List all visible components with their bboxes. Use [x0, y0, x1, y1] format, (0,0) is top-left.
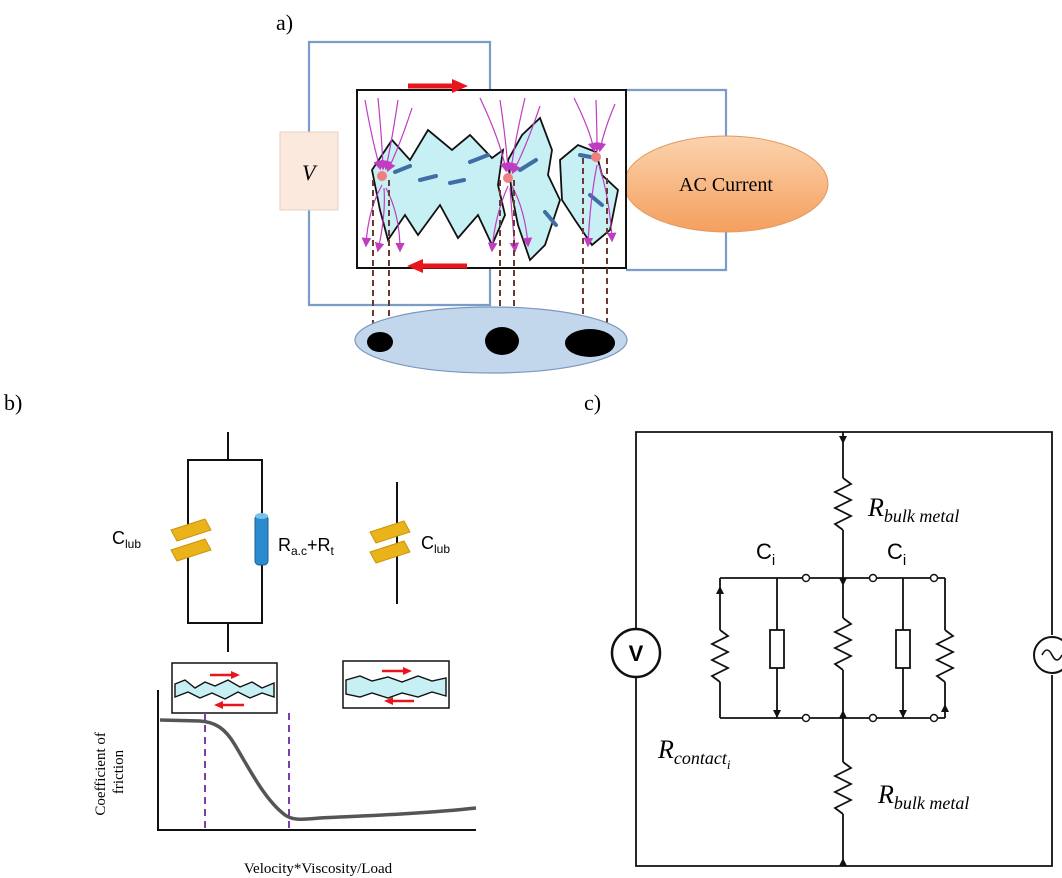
projection-lines	[372, 158, 608, 340]
top-right-wire	[626, 88, 728, 138]
panel-c: c) V	[584, 390, 1062, 867]
contact-area-spots	[367, 327, 615, 357]
contact-block	[356, 79, 627, 273]
inset-hydrodynamic-lubrication	[342, 660, 450, 709]
ci-label-right: Ci	[887, 539, 906, 569]
parallel-circuit	[187, 432, 263, 652]
bulk-metal-top-label: Rbulk metal	[867, 493, 959, 526]
bottom-right-wire	[626, 232, 728, 272]
voltage-source-box	[279, 131, 339, 211]
friction-plot: Coefficient of friction Velocity*Viscosi…	[93, 690, 477, 877]
sliding-arrows	[407, 79, 468, 273]
voltage-label: V	[302, 160, 318, 185]
contact-spots	[377, 152, 601, 183]
panel-c-label: c)	[584, 390, 601, 415]
top-left-wire	[307, 40, 492, 132]
c-lub-label-right: Club	[421, 533, 450, 556]
contact-resistor	[254, 513, 269, 566]
contact-rails	[709, 577, 956, 719]
bulk-metal-bottom-label: Rbulk metal	[877, 780, 969, 813]
plot-axes	[157, 690, 476, 831]
ac-source-wave	[1041, 649, 1062, 661]
bottom-left-wire	[307, 210, 492, 307]
panel-b-label: b)	[4, 390, 22, 415]
panel-a: a) V AC Current	[276, 10, 829, 374]
y-axis-label: Coefficient of friction	[93, 728, 127, 815]
voltmeter-symbol: V	[629, 641, 644, 666]
center-branch	[832, 432, 854, 866]
lubricant-region-left	[371, 128, 506, 248]
x-axis-label: Velocity*Viscosity/Load	[244, 861, 393, 877]
wear-particles	[393, 153, 604, 227]
ac-current-label: AC Current	[679, 174, 773, 196]
inset-boundary-lubrication	[171, 662, 278, 714]
contact-resistance-label: Rcontacti	[657, 735, 731, 772]
voltmeter	[610, 627, 662, 679]
ci-label-left: Ci	[756, 539, 775, 569]
friction-curve	[159, 718, 477, 821]
panel-b: b) Club Ra.c+Rt Club	[4, 390, 477, 877]
ac-source	[1033, 636, 1062, 674]
resistor-label: Ra.c+Rt	[278, 535, 335, 558]
node-circles	[801, 573, 939, 723]
flow-arrowheads	[716, 436, 949, 866]
lubricant-capacitor-left	[170, 518, 212, 562]
lubricant-capacitor-right	[369, 520, 411, 564]
c-lub-label-left: Club	[112, 528, 141, 551]
panel-a-wires	[307, 40, 728, 307]
panel-a-label: a)	[276, 10, 293, 35]
